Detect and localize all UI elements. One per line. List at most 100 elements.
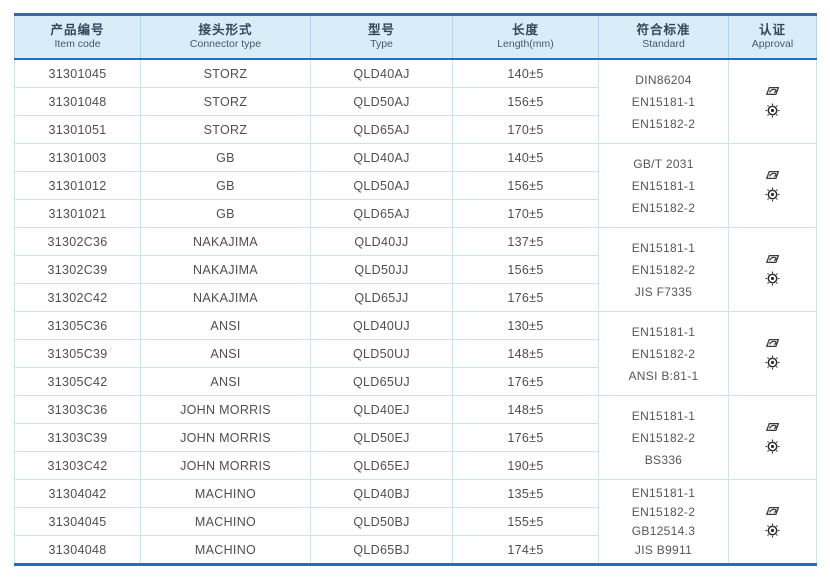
table-row: 31301051 STORZ QLD65AJ 170±5 [14,115,817,144]
table-row: 31303C42 JOHN MORRIS QLD65EJ 190±5 [14,451,817,480]
header-item-code-zh: 产品编号 [50,23,105,37]
table-header: 产品编号 Item code 接头形式 Connector type 型号 Ty… [14,13,817,60]
connector-type-cell: GB [140,199,311,228]
standard-line: EN15182-2 [631,116,696,131]
length-cell: 140±5 [452,143,599,172]
connector-type-cell: ANSI [140,367,311,396]
standard-line: EN15181-1 [631,94,696,109]
standard-line: EN15182-2 [631,504,696,519]
approval-cell [728,479,817,565]
standard-line: GB12514.3 [631,523,696,538]
connector-type-cell: ANSI [140,311,311,340]
standard-line: EN15181-1 [631,485,696,500]
header-item-code: 产品编号 Item code [14,13,141,60]
connector-type-cell: MACHINO [140,535,311,565]
standard-line: EN15182-2 [631,200,696,215]
length-cell: 137±5 [452,227,599,256]
connector-type-cell: NAKAJIMA [140,227,311,256]
item-code-cell: 31304045 [14,507,141,536]
standard-line: BS336 [644,452,683,467]
header-length-en: Length(mm) [497,38,554,50]
length-cell: 170±5 [452,199,599,228]
standard-line: GB/T 2031 [633,156,694,171]
header-connector-type-zh: 接头形式 [198,23,253,37]
standard-line: ANSI B:81-1 [628,368,699,383]
product-table-body: 31301045 STORZ QLD40AJ 140±5 DIN86204 EN15181… [14,58,817,565]
header-standard-en: Standard [642,38,685,50]
connector-type-cell: GB [140,143,311,172]
type-cell: QLD40AJ [310,58,453,88]
type-cell: QLD65UJ [310,367,453,396]
table-row: 31305C42 ANSI QLD65UJ 176±5 [14,367,817,396]
type-cell: QLD50AJ [310,87,453,116]
length-cell: 156±5 [452,87,599,116]
standard-line: JIS F7335 [634,284,693,299]
item-code-cell: 31302C42 [14,283,141,312]
header-length-zh: 长度 [511,23,539,37]
table-row: 31302C42 NAKAJIMA QLD65JJ 176±5 [14,283,817,312]
type-cell: QLD40BJ [310,479,453,508]
length-cell: 148±5 [452,339,599,368]
standard-cell: EN15181-1 EN15182-2 JIS F7335 [598,227,729,312]
standard-line: JIS B9911 [634,542,693,557]
table-row: 31304048 MACHINO QLD65BJ 174±5 [14,535,817,565]
approval-cell [728,395,817,480]
table-row: 31301045 STORZ QLD40AJ 140±5 DIN86204 EN15181… [14,58,817,144]
table-row: 31301048 STORZ QLD50AJ 156±5 [14,87,817,116]
approval-cell [728,227,817,312]
product-table: 产品编号 Item code 接头形式 Connector type 型号 Ty… [14,13,817,566]
connector-type-cell: STORZ [140,115,311,144]
table-row: 31301003 GB QLD40AJ 140±5 GB/T 2031 EN15181-1… [14,143,817,228]
header-standard: 符合标准 Standard [598,13,729,60]
cert-logo-icon [764,84,781,100]
connector-type-cell: MACHINO [140,479,311,508]
item-code-cell: 31304048 [14,535,141,565]
table-row: 31304042 MACHINO QLD40BJ 135±5 EN15181-1 EN15… [14,479,817,565]
item-code-cell: 31303C36 [14,395,141,424]
type-cell: QLD40EJ [310,395,453,424]
table-row: 31303C39 JOHN MORRIS QLD50EJ 176±5 [14,423,817,452]
type-cell: QLD65AJ [310,115,453,144]
cert-logo-icon [764,336,781,352]
item-code-cell: 31304042 [14,479,141,508]
approval-cell [728,143,817,228]
header-approval: 认证 Approval [728,13,817,60]
standard-line: EN15181-1 [631,408,696,423]
connector-type-cell: STORZ [140,87,311,116]
standard-cell: DIN86204 EN15181-1 EN15182-2 [598,58,729,144]
length-cell: 148±5 [452,395,599,424]
standard-line: EN15181-1 [631,240,696,255]
cert-logo-icon [764,504,781,520]
type-cell: QLD65AJ [310,199,453,228]
length-cell: 176±5 [452,283,599,312]
header-standard-zh: 符合标准 [636,23,691,37]
header-length: 长度 Length(mm) [452,13,599,60]
type-cell: QLD50BJ [310,507,453,536]
seal-badge-icon [764,103,781,119]
table-row: 31301012 GB QLD50AJ 156±5 [14,171,817,200]
header-item-code-en: Item code [54,38,101,50]
item-code-cell: 31305C36 [14,311,141,340]
standard-cell: EN15181-1 EN15182-2 ANSI B:81-1 [598,311,729,396]
seal-badge-icon [764,271,781,287]
standard-cell: GB/T 2031 EN15181-1 EN15182-2 [598,143,729,228]
header-approval-en: Approval [751,38,794,50]
seal-badge-icon [764,523,781,539]
connector-type-cell: STORZ [140,58,311,88]
length-cell: 155±5 [452,507,599,536]
product-spec-table-wrap: 产品编号 Item code 接头形式 Connector type 型号 Ty… [14,13,817,566]
type-cell: QLD65BJ [310,535,453,565]
standard-line: EN15181-1 [631,178,696,193]
approval-cell [728,58,817,144]
connector-type-cell: JOHN MORRIS [140,451,311,480]
type-cell: QLD65JJ [310,283,453,312]
item-code-cell: 31302C36 [14,227,141,256]
length-cell: 174±5 [452,535,599,565]
table-row: 31302C36 NAKAJIMA QLD40JJ 137±5 EN15181-1 EN1… [14,227,817,312]
length-cell: 140±5 [452,58,599,88]
type-cell: QLD40AJ [310,143,453,172]
table-row: 31305C39 ANSI QLD50UJ 148±5 [14,339,817,368]
connector-type-cell: JOHN MORRIS [140,395,311,424]
header-type-zh: 型号 [367,23,395,37]
standard-cell: EN15181-1 EN15182-2 GB12514.3 JIS B9911 [598,479,729,565]
